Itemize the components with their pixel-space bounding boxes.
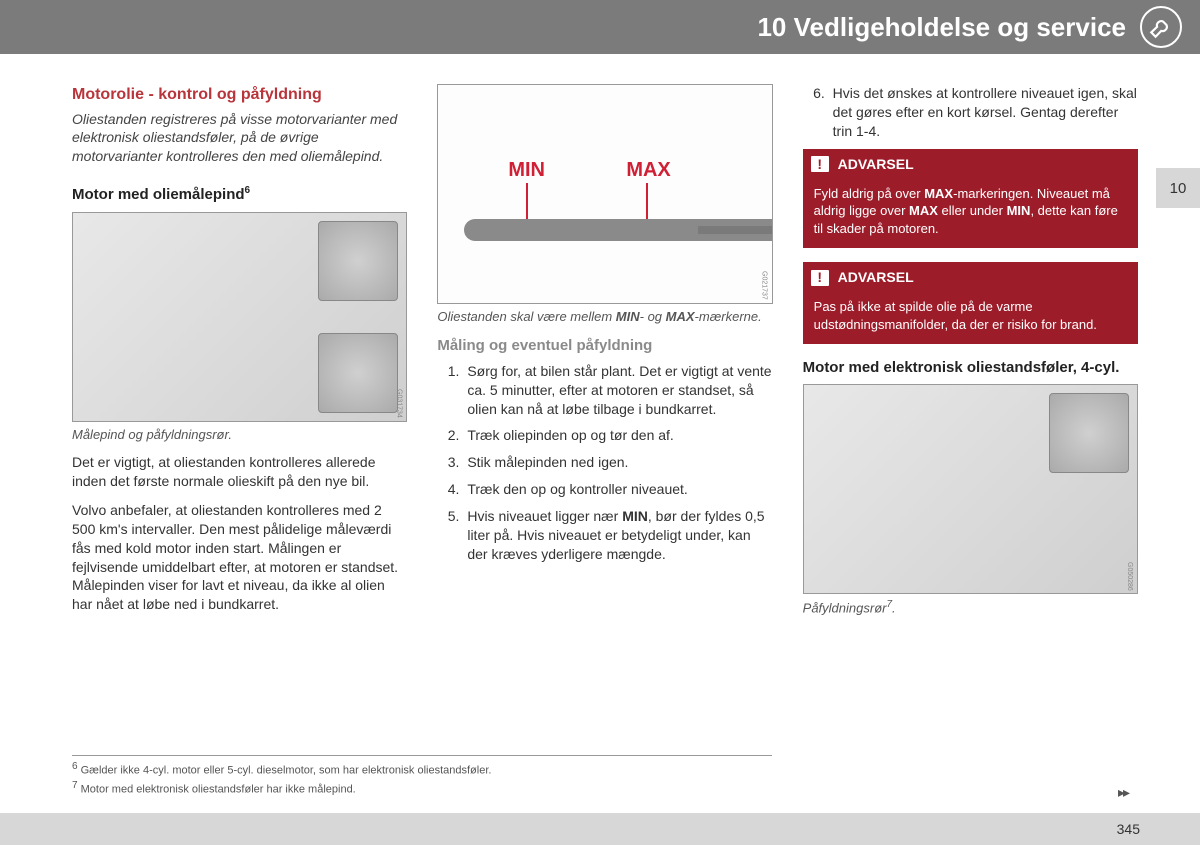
figure-code: G021737 [759,271,768,300]
section-intro: Oliestanden registreres på visse motorva… [72,110,407,167]
warning-icon: ! [810,155,830,173]
column-2: MIN MAX G021737 Oliestanden skal være me… [437,84,772,627]
subheading-measure: Måling og eventuel påfyldning [437,336,772,356]
paragraph-2: Volvo anbefaler, at oliestanden kontroll… [72,501,407,614]
wrench-icon [1140,6,1182,48]
chapter-title: 10 Vedligeholdelse og service [757,12,1126,43]
side-tab: 10 [1156,168,1200,208]
max-label: MAX [626,157,670,184]
step-4: Træk den op og kontroller niveauet. [463,480,772,499]
column-1: Motorolie - kontrol og påfyldning Oliest… [72,84,407,627]
figure-code: G031734 [394,389,403,418]
side-tab-number: 10 [1170,180,1187,197]
step-1: Sørg for, at bilen står plant. Det er vi… [463,362,772,419]
step-6: Hvis det ønskes at kontrollere niveauet … [829,84,1138,141]
section-heading: Motorolie - kontrol og påfyldning [72,84,407,106]
chapter-number: 10 [757,12,786,42]
warning-title: ADVARSEL [838,268,914,287]
figure-dipstick-scale: MIN MAX G021737 [437,84,772,304]
footnote-ref-6: 6 [245,185,251,196]
step-3: Stik målepinden ned igen. [463,453,772,472]
warning-header: ! ADVARSEL [804,150,1137,179]
paragraph-1: Det er vigtigt, at oliestanden kontrolle… [72,453,407,491]
step-5: Hvis niveauet ligger nær MIN, bør der fy… [463,507,772,564]
figure-caption-1: Målepind og påfyldningsrør. [72,426,407,444]
subheading-dipstick: Motor med oliemålepind6 [72,184,407,205]
dipstick-rod [698,226,771,234]
figure-engine-electronic: G050286 [803,384,1138,594]
steps-list: Sørg for, at bilen står plant. Det er vi… [437,362,772,564]
footnote-7: 7 Motor med elektronisk oliestandsføler … [72,779,772,798]
subheading-text: Motor med oliemålepind [72,186,245,203]
footnotes: 6 Gælder ikke 4-cyl. motor eller 5-cyl. … [72,755,772,797]
warning-box-1: ! ADVARSEL Fyld aldrig på over MAX-marke… [803,149,1138,249]
min-label: MIN [508,157,545,184]
figure-inset-cap [1049,393,1129,473]
page-footer: 345 [0,813,1200,845]
figure-inset-cap [318,221,398,301]
figure-engine-dipstick: G031734 [72,212,407,422]
figure-code: G050286 [1125,562,1134,591]
warning-box-2: ! ADVARSEL Pas på ikke at spilde olie på… [803,262,1138,344]
warning-header: ! ADVARSEL [804,263,1137,292]
chapter-header: 10 Vedligeholdelse og service [0,0,1200,54]
step-2: Træk oliepinden op og tør den af. [463,426,772,445]
figure-inset-dipstick [318,333,398,413]
min-tick [526,183,528,223]
figure-caption-dipstick: Oliestanden skal være mellem MIN- og MAX… [437,308,772,326]
warning-body-2: Pas på ikke at spilde olie på de varme u… [804,292,1137,343]
page-body: Motorolie - kontrol og påfyldning Oliest… [0,54,1200,637]
figure-caption-2: Påfyldningsrør7. [803,598,1138,617]
warning-title: ADVARSEL [838,155,914,174]
continue-icon: ▸▸ [1118,784,1128,801]
steps-list-cont: Hvis det ønskes at kontrollere niveauet … [803,84,1138,141]
chapter-title-text: Vedligeholdelse og service [794,12,1126,42]
footnote-6: 6 Gælder ikke 4-cyl. motor eller 5-cyl. … [72,760,772,779]
warning-body-1: Fyld aldrig på over MAX-markeringen. Niv… [804,179,1137,248]
warning-icon: ! [810,269,830,287]
max-tick [646,183,648,223]
subheading-electronic: Motor med elektronisk oliestandsføler, 4… [803,358,1138,378]
column-3: Hvis det ønskes at kontrollere niveauet … [803,84,1138,627]
page-number: 345 [1117,821,1140,837]
